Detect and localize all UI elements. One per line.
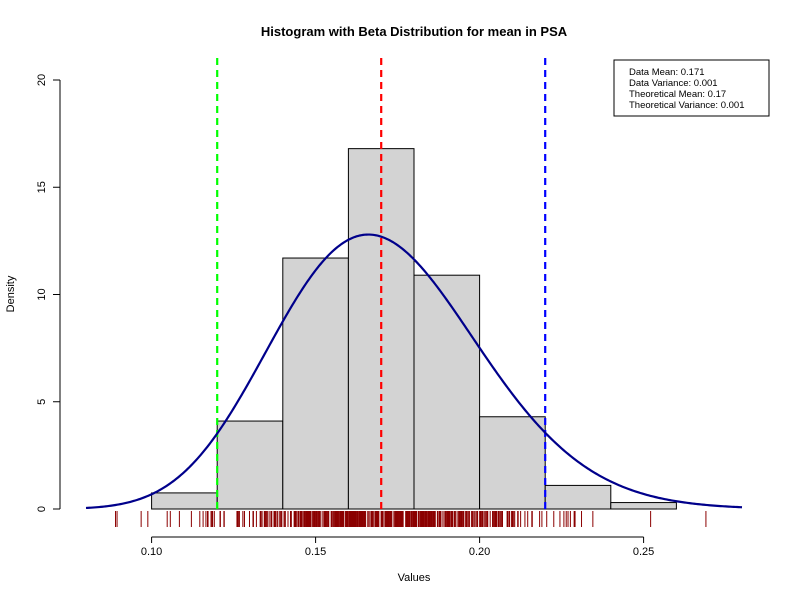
legend-box <box>613 59 770 117</box>
y-tick-label: 0 <box>36 506 48 512</box>
legend-entry: Theoretical Variance: 0.001 <box>629 100 744 111</box>
y-tick-label: 15 <box>36 181 48 193</box>
histogram-bar-7 <box>544 484 612 510</box>
histogram-bar-1 <box>151 492 218 510</box>
histogram-bar-3 <box>282 257 349 510</box>
y-axis: 0 5 10 15 20 <box>36 74 61 512</box>
legend-entry: Data Variance: 0.001 <box>629 78 718 89</box>
y-tick-label: 5 <box>36 399 48 405</box>
x-tick-label: 0.15 <box>305 546 326 558</box>
histogram-bars <box>151 148 677 510</box>
y-axis-label: Density <box>5 275 17 312</box>
beta-density-curve <box>85 233 743 510</box>
legend-entry: Data Mean: 0.171 <box>629 67 705 78</box>
histogram-bar-5 <box>413 274 481 510</box>
x-tick-label: 0.10 <box>141 546 162 558</box>
histogram-bar-8 <box>610 502 677 510</box>
x-tick-label: 0.25 <box>633 546 654 558</box>
x-axis: 0.10 0.15 0.20 0.25 <box>141 536 654 558</box>
x-tick-label: 0.20 <box>469 546 490 558</box>
y-tick-label: 20 <box>36 74 48 86</box>
histogram-bar-6 <box>479 416 546 510</box>
rug-marks <box>115 511 707 527</box>
density-curve-group <box>85 233 743 510</box>
y-tick-label: 10 <box>36 288 48 300</box>
chart-title: Histogram with Beta Distribution for mea… <box>261 24 568 39</box>
x-axis-label: Values <box>398 572 431 584</box>
legend-entry: Theoretical Mean: 0.17 <box>629 89 726 100</box>
histogram-bar-2 <box>216 420 284 510</box>
